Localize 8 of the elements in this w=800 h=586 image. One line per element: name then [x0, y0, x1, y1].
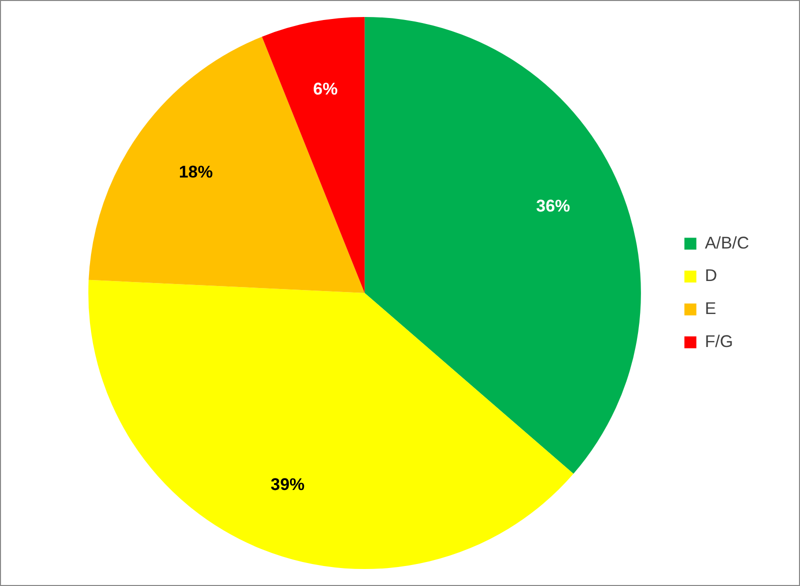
legend-label: A/B/C [704, 233, 750, 252]
legend-label: D [704, 266, 718, 286]
legend-label: E [704, 299, 716, 318]
legend-label: F/G [704, 332, 734, 351]
data-label: 36% [536, 196, 570, 216]
data-label: 39% [270, 474, 305, 494]
data-label: 6% [313, 79, 338, 98]
data-label: 18% [178, 162, 213, 182]
